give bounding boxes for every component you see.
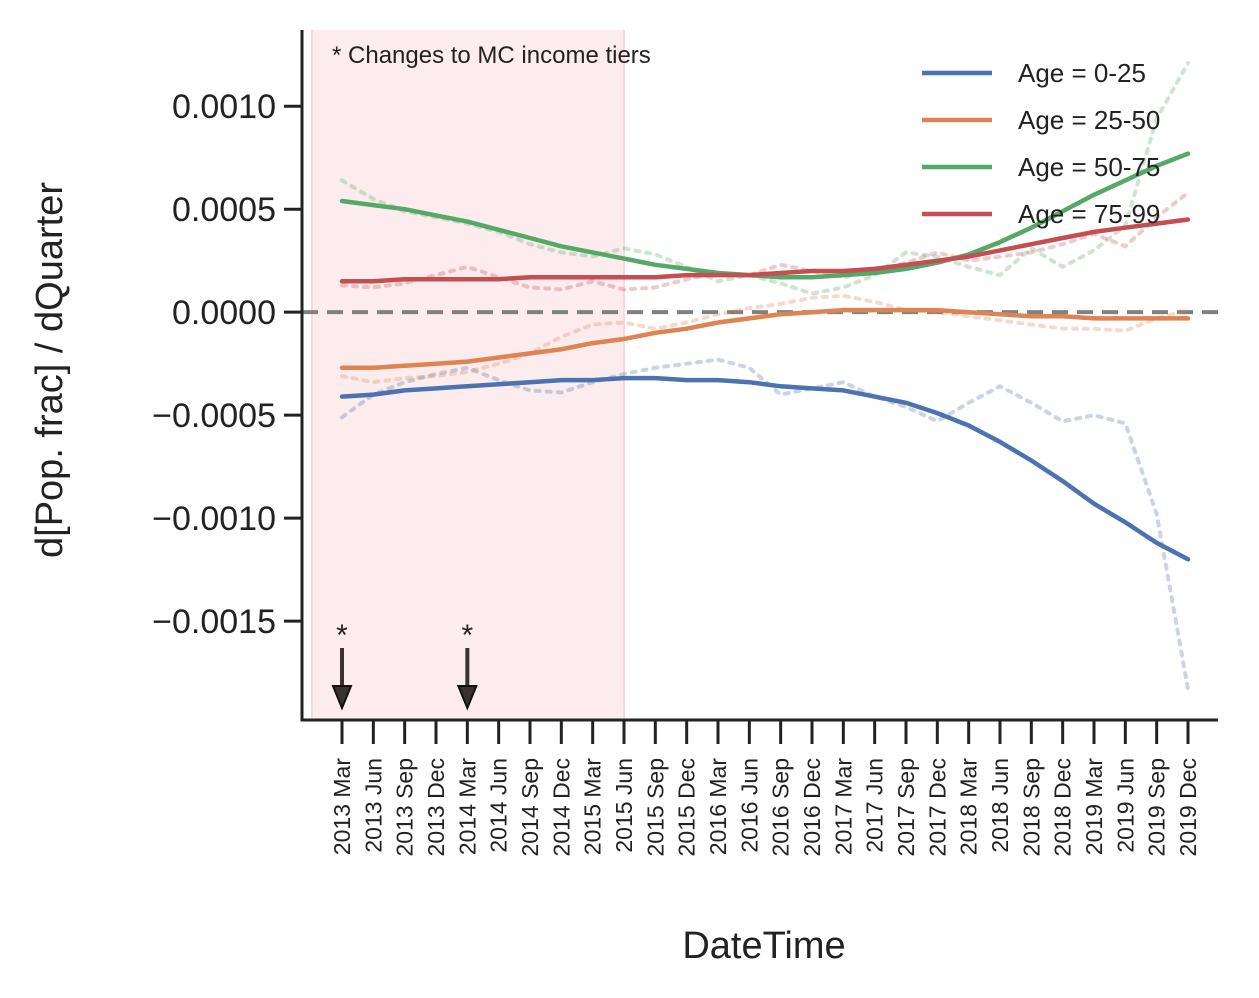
legend-label-0: Age = 0-25 (1018, 58, 1146, 88)
x-tick-label: 2013 Mar (329, 758, 355, 856)
event-marker-arrow-head (331, 685, 353, 711)
series-line-1 (339, 307, 1191, 371)
x-tick-label: 2014 Mar (454, 758, 480, 856)
x-tick-label: 2019 Sep (1144, 758, 1170, 856)
x-tick-label: 2015 Mar (580, 758, 606, 856)
series-line-0 (339, 375, 1191, 562)
x-tick-label: 2015 Dec (674, 758, 700, 856)
x-tick-label: 2017 Jun (862, 758, 888, 853)
x-tick-label: 2014 Jun (486, 758, 512, 853)
raw-series-line-3 (340, 190, 1190, 292)
y-tick-label: 0.0005 (172, 191, 276, 229)
smoothed-series-layer (339, 151, 1191, 562)
y-ticks: 0.0010 0.0005 0.0000 −0.0005 −0.0010 −0.0015 (152, 88, 302, 641)
x-tick-label: 2019 Mar (1081, 758, 1107, 856)
x-tick-label: 2019 Dec (1175, 758, 1201, 856)
x-tick-label: 2014 Dec (548, 758, 574, 856)
x-tick-label: 2017 Sep (893, 758, 919, 856)
event-markers: * * (331, 619, 478, 711)
x-tick-label: 2018 Mar (956, 758, 982, 856)
y-axis-label: d[Pop. frac] / dQuarter (29, 182, 71, 558)
highlighted-period-shading (312, 30, 624, 720)
x-tick-label: 2019 Jun (1112, 758, 1138, 853)
x-tick-label: 2018 Jun (987, 758, 1013, 853)
x-tick-label: 2016 Dec (799, 758, 825, 856)
raw-series-line-0 (340, 357, 1190, 692)
legend-label-1: Age = 25-50 (1018, 105, 1160, 135)
x-axis-label: DateTime (682, 925, 845, 967)
y-tick-label: −0.0015 (152, 603, 276, 641)
x-tick-label: 2016 Sep (768, 758, 794, 856)
y-tick-label: 0.0010 (172, 88, 276, 126)
legend-label-3: Age = 75-99 (1018, 199, 1160, 229)
y-tick-label: −0.0005 (152, 397, 276, 435)
y-tick-label: −0.0010 (152, 500, 276, 538)
axes (300, 30, 1218, 722)
event-marker-arrow-head (456, 685, 478, 711)
x-tick-label: 2018 Dec (1050, 758, 1076, 856)
x-tick-label: 2014 Sep (517, 758, 543, 856)
event-marker-asterisk: * (336, 619, 348, 652)
series-line-3 (339, 217, 1191, 284)
x-tick-label: 2013 Sep (392, 758, 418, 856)
x-tick-label: 2017 Mar (830, 758, 856, 856)
event-marker-asterisk: * (461, 619, 473, 652)
x-tick-label: 2013 Jun (360, 758, 386, 853)
x-tick-label: 2016 Jun (736, 758, 762, 853)
x-tick-label: 2013 Dec (423, 758, 449, 856)
legend: Age = 0-25 Age = 25-50 Age = 50-75 Age = 75… (922, 58, 1160, 229)
x-tick-label: 2018 Sep (1018, 758, 1044, 856)
y-tick-label: 0.0000 (172, 294, 276, 332)
raw-series-layer (340, 61, 1190, 692)
x-tick-label: 2016 Mar (705, 758, 731, 856)
chart-annotation: * Changes to MC income tiers (332, 42, 651, 69)
legend-label-2: Age = 50-75 (1018, 152, 1160, 182)
x-ticks: 2013 Mar 2013 Jun 2013 Sep 2013 Dec 2014 Mar… (329, 720, 1201, 856)
x-tick-label: 2017 Dec (924, 758, 950, 856)
x-tick-label: 2015 Sep (642, 758, 668, 856)
x-tick-label: 2015 Jun (611, 758, 637, 853)
raw-series-line-2 (340, 61, 1190, 296)
raw-series-line-1 (340, 293, 1190, 385)
